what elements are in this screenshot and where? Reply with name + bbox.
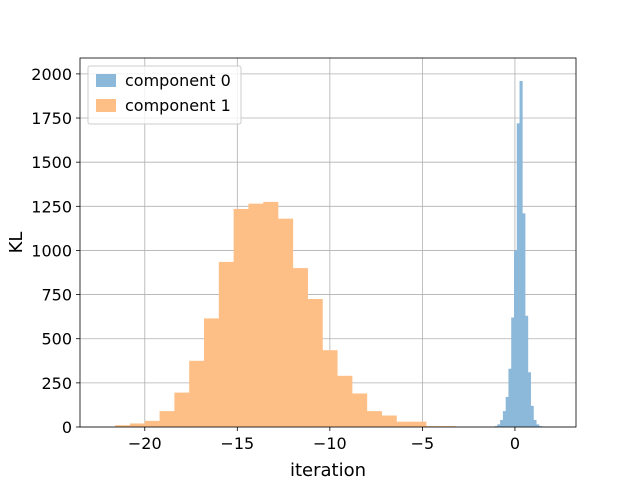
histogram-bar [263,201,279,427]
legend-label-component-0: component 0 [125,71,231,90]
histogram-bar [337,375,353,427]
histogram-bar [366,411,382,427]
y-tick-label: 500 [41,330,72,349]
series-component-1-bars [115,201,457,427]
histogram-bar [494,426,498,427]
histogram-bar [511,317,515,427]
legend: component 0 component 1 [87,65,242,125]
legend-swatch-component-1 [96,99,116,112]
histogram-bar [527,372,531,427]
histogram-bar [538,426,543,427]
histogram-bar [352,393,368,427]
histogram-bar [505,396,509,427]
y-tick-label: 1250 [31,197,72,216]
histogram-bar [381,415,397,427]
x-tick-label: 0 [510,434,520,453]
histogram-bar [248,203,264,427]
y-tick-label: 1000 [31,241,72,260]
histogram-bar [522,213,526,427]
histogram-bar [218,261,234,427]
histogram-bar [129,423,146,427]
histogram-bar [426,426,442,427]
histogram-bar [502,411,506,427]
y-tick-label: 1500 [31,153,72,172]
plot-frame [79,57,577,428]
histogram-bar [514,250,518,427]
y-tick-label: 0 [62,418,72,437]
x-tick-label: −15 [220,434,254,453]
histogram-bar [189,360,205,427]
histogram-bar [322,350,338,427]
x-tick-label: −10 [313,434,347,453]
histogram-bar [497,424,501,427]
histogram-bar [292,268,308,427]
histogram-bar [500,419,504,427]
x-tick-label: −5 [411,434,435,453]
y-tick-label: 250 [41,374,72,393]
histogram-bar [440,426,457,427]
histogram-bar [519,80,523,428]
y-tick-label: 1750 [31,109,72,128]
x-tick-label: −20 [128,434,162,453]
histogram-bar [396,421,412,427]
y-axis-ticks: 0 250 500 750 1000 1250 1500 1750 2000 [31,65,80,437]
histogram-bar [516,123,520,428]
y-axis-label: KL [6,232,27,254]
histogram-bar [530,405,534,427]
x-axis-label: iteration [290,460,366,480]
histogram-bar [115,425,131,427]
histogram-bar [204,318,220,427]
histogram-bar [278,218,294,427]
histogram-bar [508,368,512,427]
histogram-bar [525,315,529,427]
histogram-bar [144,420,160,427]
histogram-bar [174,392,190,427]
histogram-bar [307,298,323,427]
histogram-bar [533,419,537,427]
y-tick-label: 2000 [31,65,72,84]
legend-box [87,65,242,125]
legend-swatch-component-0 [96,74,116,87]
histogram-bar [536,424,540,427]
histogram-bar [233,208,249,427]
grid-lines [80,58,576,428]
histogram-bar [411,421,427,427]
y-tick-label: 750 [41,286,72,305]
legend-label-component-1: component 1 [125,96,231,115]
histogram-bar [159,411,175,427]
x-axis-ticks: −20 −15 −10 −5 0 [128,427,520,453]
